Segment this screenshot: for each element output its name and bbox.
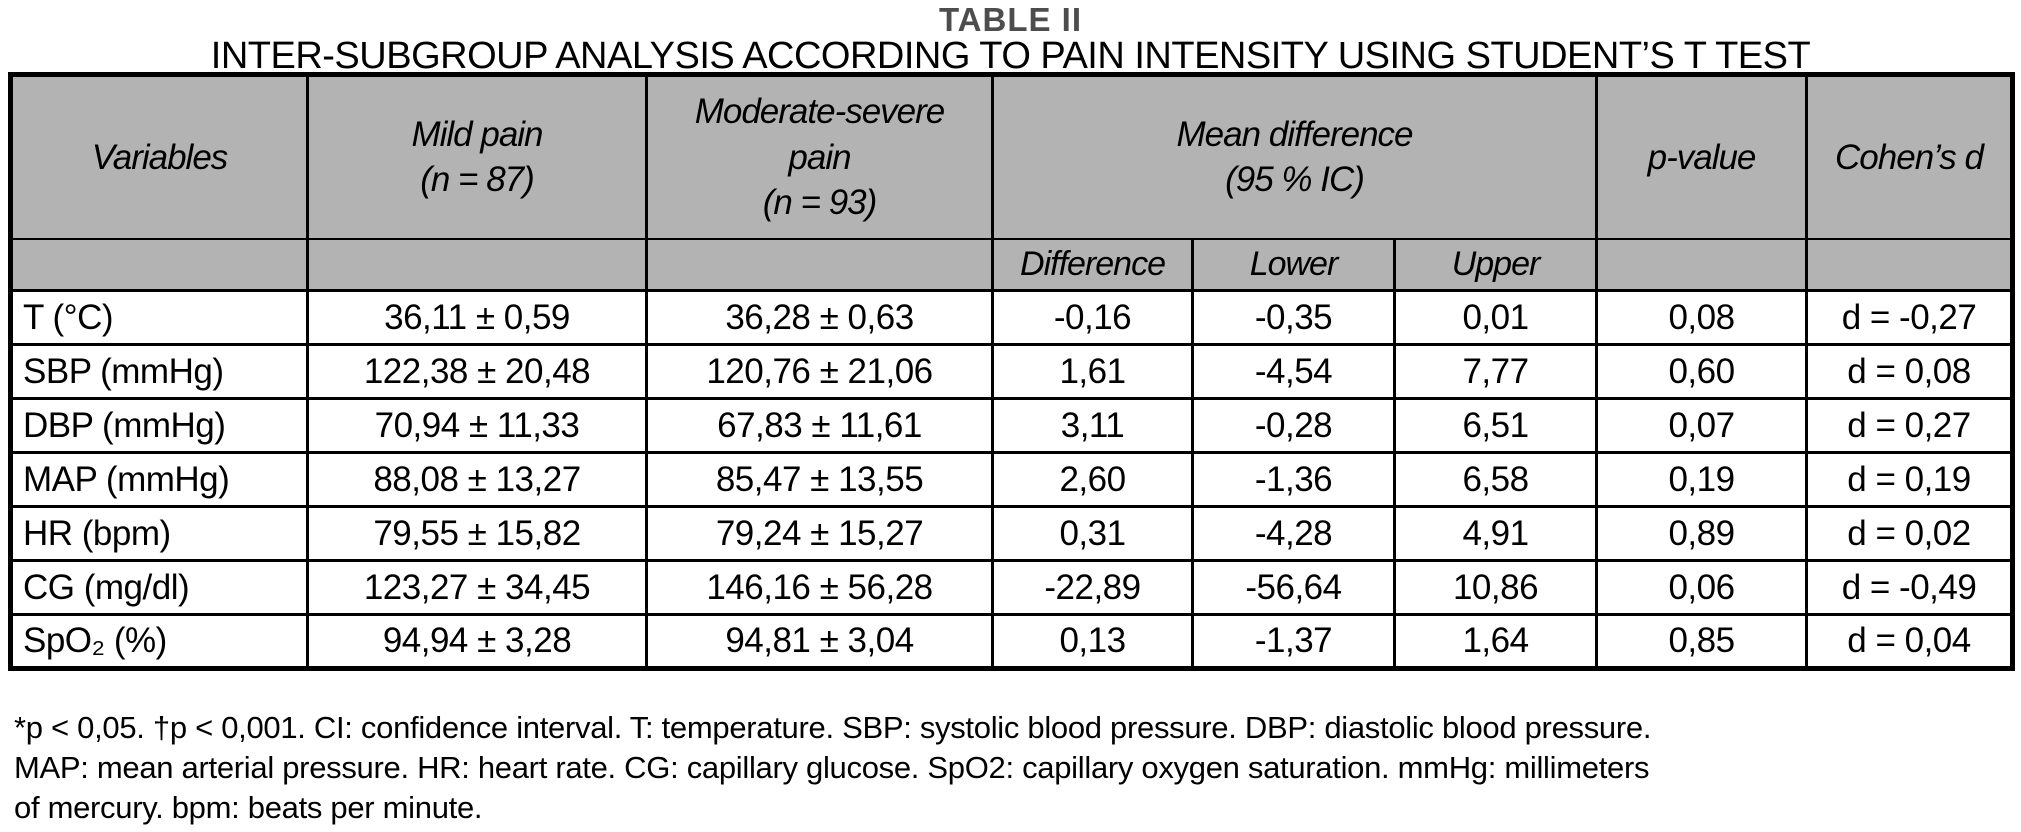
cell-difference: 0,13 <box>991 613 1194 670</box>
table-row: DBP (mmHg) 70,94 ± 11,33 67,83 ± 11,61 3,11… <box>9 397 2015 454</box>
cell-upper: 4,91 <box>1392 505 1599 562</box>
cell-mild: 70,94 ± 11,33 <box>306 397 648 454</box>
table-row: SpO₂ (%) 94,94 ± 3,28 94,81 ± 3,04 0,13 -1,3… <box>9 613 2015 670</box>
cell-p: 0,07 <box>1595 397 1809 454</box>
footnote-line: *p < 0,05. †p < 0,001. CI: confidence in… <box>14 710 1652 745</box>
cell-lower: -0,28 <box>1191 397 1396 454</box>
footnote-line: MAP: mean arterial pressure. HR: heart r… <box>14 750 1650 785</box>
cell-p: 0,19 <box>1595 451 1809 508</box>
cell-mild: 79,55 ± 15,82 <box>306 505 648 562</box>
column-header-variables: Variables <box>9 73 309 240</box>
cell-difference: 3,11 <box>991 397 1194 454</box>
cell-d: d = 0,04 <box>1805 613 2015 670</box>
cell-upper: 10,86 <box>1392 559 1599 616</box>
cell-moderate: 94,81 ± 3,04 <box>645 613 994 670</box>
cell-lower: -4,28 <box>1191 505 1396 562</box>
column-header-mean-difference: Mean difference (95 % IC) <box>990 73 1599 240</box>
cell-upper: 0,01 <box>1392 289 1599 346</box>
subheader-empty-p-value <box>1595 237 1809 292</box>
cell-difference: 0,31 <box>991 505 1194 562</box>
cell-upper: 7,77 <box>1392 343 1599 400</box>
table-row: T (°C) 36,11 ± 0,59 36,28 ± 0,63 -0,16 -0,35… <box>9 289 2015 346</box>
cell-mild: 94,94 ± 3,28 <box>306 613 648 670</box>
footnote: *p < 0,05. †p < 0,001. CI: confidence in… <box>14 708 2012 828</box>
cell-moderate: 36,28 ± 0,63 <box>645 289 994 346</box>
table-row: MAP (mmHg) 88,08 ± 13,27 85,47 ± 13,55 2,60… <box>9 451 2015 508</box>
cell-upper: 1,64 <box>1392 613 1599 670</box>
subheader-empty-mild <box>306 237 648 292</box>
cell-variable: DBP (mmHg) <box>9 397 309 454</box>
cell-lower: -56,64 <box>1191 559 1396 616</box>
cell-difference: -0,16 <box>991 289 1194 346</box>
cell-d: d = 0,19 <box>1805 451 2015 508</box>
cell-upper: 6,51 <box>1392 397 1599 454</box>
page-title: TABLE II <box>938 1 1083 38</box>
table-row: CG (mg/dl) 123,27 ± 34,45 146,16 ± 56,28 -2… <box>9 559 2015 616</box>
cell-upper: 6,58 <box>1392 451 1599 508</box>
cell-difference: -22,89 <box>991 559 1194 616</box>
cell-variable: T (°C) <box>9 289 309 346</box>
cell-moderate: 79,24 ± 15,27 <box>645 505 994 562</box>
cell-variable: SpO₂ (%) <box>9 613 309 670</box>
header-row-main: Variables Mild pain (n = 87) Moderate-se… <box>9 73 2015 240</box>
title-block: TABLE II INTER-SUBGROUP ANALYSIS ACCORDI… <box>0 1 2021 77</box>
cell-moderate: 67,83 ± 11,61 <box>645 397 994 454</box>
cell-mild: 122,38 ± 20,48 <box>306 343 648 400</box>
cell-mild: 88,08 ± 13,27 <box>306 451 648 508</box>
cell-variable: HR (bpm) <box>9 505 309 562</box>
cell-variable: SBP (mmHg) <box>9 343 309 400</box>
cell-moderate: 85,47 ± 13,55 <box>645 451 994 508</box>
table-row: SBP (mmHg) 122,38 ± 20,48 120,76 ± 21,06 1,… <box>9 343 2015 400</box>
column-header-moderate-pain: Moderate-severe pain (n = 93) <box>645 73 994 240</box>
cell-variable: CG (mg/dl) <box>9 559 309 616</box>
footnote-line: of mercury. bpm: beats per minute. <box>14 790 483 825</box>
cell-moderate: 146,16 ± 56,28 <box>645 559 994 616</box>
cell-d: d = -0,27 <box>1805 289 2015 346</box>
cell-mild: 123,27 ± 34,45 <box>306 559 648 616</box>
cell-lower: -4,54 <box>1191 343 1396 400</box>
column-header-mild-pain: Mild pain (n = 87) <box>306 73 648 240</box>
column-header-p-value: p-value <box>1595 73 1809 240</box>
results-table: Variables Mild pain (n = 87) Moderate-se… <box>8 72 2016 671</box>
cell-p: 0,06 <box>1595 559 1809 616</box>
subheader-upper: Upper <box>1392 237 1599 292</box>
cell-d: d = 0,02 <box>1805 505 2015 562</box>
cell-d: d = -0,49 <box>1805 559 2015 616</box>
cell-p: 0,89 <box>1595 505 1809 562</box>
cell-lower: -0,35 <box>1191 289 1396 346</box>
cell-p: 0,08 <box>1595 289 1809 346</box>
subheader-lower: Lower <box>1191 237 1396 292</box>
cell-difference: 1,61 <box>991 343 1194 400</box>
cell-lower: -1,36 <box>1191 451 1396 508</box>
cell-p: 0,85 <box>1595 613 1809 670</box>
header-row-sub: Difference Lower Upper <box>9 237 2015 292</box>
table-row: HR (bpm) 79,55 ± 15,82 79,24 ± 15,27 0,31 -4… <box>9 505 2015 562</box>
cell-d: d = 0,08 <box>1805 343 2015 400</box>
cell-p: 0,60 <box>1595 343 1809 400</box>
page-subtitle: INTER-SUBGROUP ANALYSIS ACCORDING TO PAI… <box>210 35 1811 77</box>
column-header-cohens-d: Cohen’s d <box>1805 73 2015 240</box>
cell-mild: 36,11 ± 0,59 <box>306 289 648 346</box>
cell-moderate: 120,76 ± 21,06 <box>645 343 994 400</box>
cell-difference: 2,60 <box>991 451 1194 508</box>
subheader-empty-moderate <box>645 237 994 292</box>
cell-lower: -1,37 <box>1191 613 1396 670</box>
subheader-difference: Difference <box>991 237 1194 292</box>
cell-variable: MAP (mmHg) <box>9 451 309 508</box>
cell-d: d = 0,27 <box>1805 397 2015 454</box>
subheader-empty-cohens-d <box>1805 237 2015 292</box>
table-body: T (°C) 36,11 ± 0,59 36,28 ± 0,63 -0,16 -0,35… <box>9 289 2015 670</box>
subheader-empty-variables <box>9 237 309 292</box>
